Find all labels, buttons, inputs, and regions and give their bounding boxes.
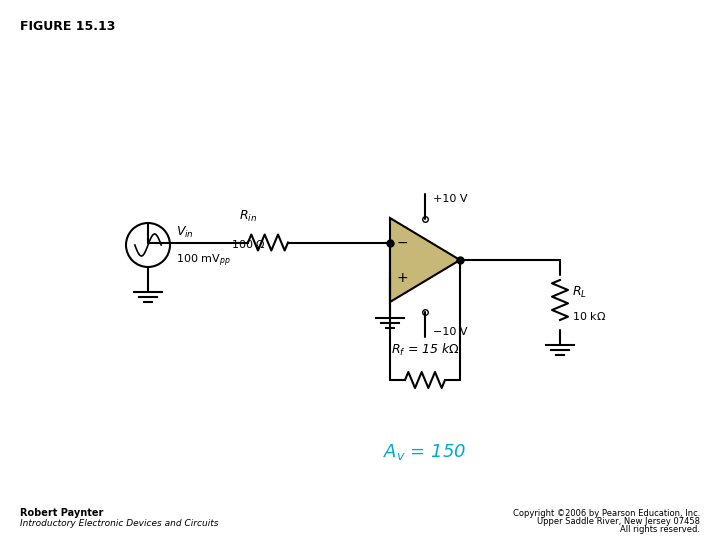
Text: $V_{in}$: $V_{in}$ xyxy=(176,225,194,240)
Text: Copyright ©2006 by Pearson Education, Inc.: Copyright ©2006 by Pearson Education, In… xyxy=(513,509,700,518)
Text: +: + xyxy=(396,271,408,285)
Text: +10 V: +10 V xyxy=(433,193,467,204)
Text: 100 $\Omega$: 100 $\Omega$ xyxy=(230,238,266,249)
Text: Robert Paynter: Robert Paynter xyxy=(20,508,104,518)
Polygon shape xyxy=(390,218,460,302)
Text: −: − xyxy=(396,235,408,249)
Text: $R_L$: $R_L$ xyxy=(572,285,587,300)
Text: Upper Saddle River, New Jersey 07458: Upper Saddle River, New Jersey 07458 xyxy=(537,517,700,526)
Text: 10 k$\Omega$: 10 k$\Omega$ xyxy=(572,310,606,322)
Text: Introductory Electronic Devices and Circuits: Introductory Electronic Devices and Circ… xyxy=(20,519,218,528)
Text: All rights reserved.: All rights reserved. xyxy=(620,525,700,534)
Text: $R_f$ = 15 k$\Omega$: $R_f$ = 15 k$\Omega$ xyxy=(391,342,459,358)
Text: $R_{in}$: $R_{in}$ xyxy=(239,210,257,225)
Text: 100 mV$_{pp}$: 100 mV$_{pp}$ xyxy=(176,253,231,269)
Text: −10 V: −10 V xyxy=(433,327,467,337)
Text: $A_v$ = 150: $A_v$ = 150 xyxy=(384,442,467,462)
Text: FIGURE 15.13: FIGURE 15.13 xyxy=(20,20,115,33)
